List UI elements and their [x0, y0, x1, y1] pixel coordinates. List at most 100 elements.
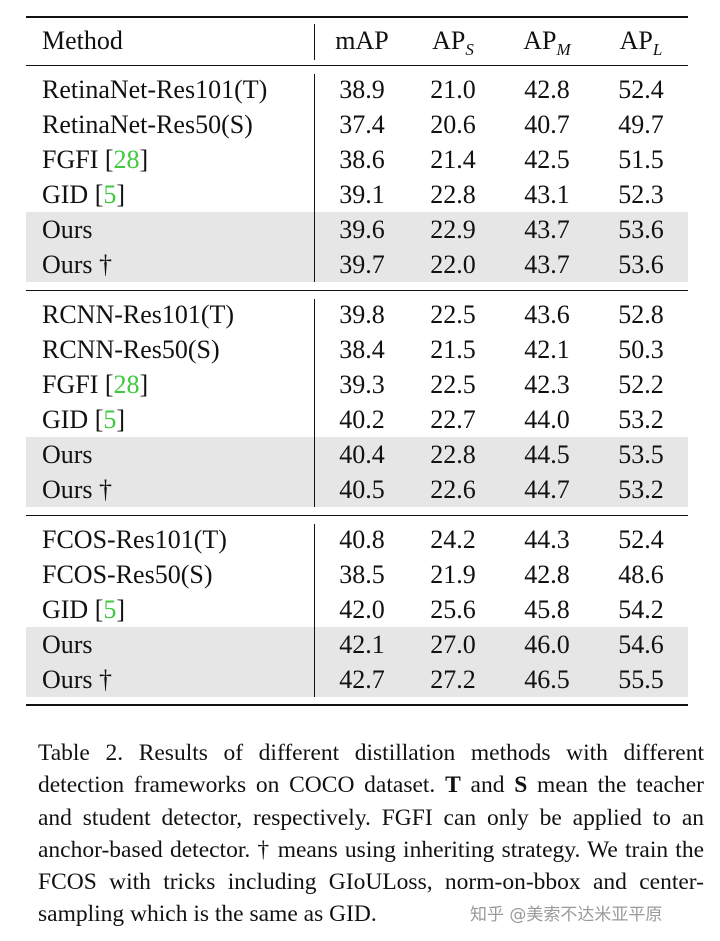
method-cell: RCNN-Res101(T) [42, 300, 235, 329]
watermark: 知乎 @美索不达米亚平原 [470, 905, 663, 925]
table-row: RetinaNet-Res101(T) 38.9 21.0 42.8 52.4 [26, 72, 688, 107]
ap-l-cell: 50.3 [618, 335, 664, 364]
method-cell: Ours [42, 630, 93, 659]
ap-m-cell: 44.5 [524, 440, 570, 469]
column-separator [314, 524, 315, 697]
ap-s-cell: 21.9 [430, 560, 476, 589]
map-cell: 39.3 [339, 370, 385, 399]
ap-s-cell: 21.4 [430, 145, 476, 174]
table-row: RCNN-Res50(S) 38.4 21.5 42.1 50.3 [26, 332, 688, 367]
ap-m-cell: 43.7 [524, 250, 570, 279]
method-cell: RetinaNet-Res50(S) [42, 110, 253, 139]
ap-l-cell: 49.7 [618, 110, 664, 139]
citation-link[interactable]: 5 [103, 595, 117, 624]
ap-m-cell: 44.7 [524, 475, 570, 504]
ap-m-cell: 45.8 [524, 595, 570, 624]
table-row: FGFI [28] 39.3 22.5 42.3 52.2 [26, 367, 688, 402]
table-header-row: Method mAP APS APM APL [26, 23, 688, 58]
ap-m-cell: 42.1 [524, 335, 570, 364]
group-separator-rule [26, 515, 688, 516]
table-row: Ours † 39.7 22.0 43.7 53.6 [26, 247, 688, 282]
map-cell: 42.0 [339, 595, 385, 624]
ap-l-cell: 52.3 [618, 180, 664, 209]
method-cell: GID [5] [42, 180, 126, 209]
method-cell: Ours † [42, 250, 113, 279]
map-cell: 40.4 [339, 440, 385, 469]
ap-s-cell: 22.9 [430, 215, 476, 244]
ap-s-cell: 22.8 [430, 440, 476, 469]
ap-s-cell: 22.7 [430, 405, 476, 434]
ap-m-cell: 40.7 [524, 110, 570, 139]
method-cell: Ours [42, 215, 93, 244]
table-row: FGFI [28] 38.6 21.4 42.5 51.5 [26, 142, 688, 177]
highlight-row-background [26, 472, 688, 507]
map-cell: 40.2 [339, 405, 385, 434]
ap-s-cell: 27.0 [430, 630, 476, 659]
column-separator [314, 74, 315, 282]
method-cell: FCOS-Res50(S) [42, 560, 213, 589]
ap-m-cell: 43.6 [524, 300, 570, 329]
map-cell: 40.5 [339, 475, 385, 504]
ap-s-cell: 27.2 [430, 665, 476, 694]
table-row: GID [5] 39.1 22.8 43.1 52.3 [26, 177, 688, 212]
header-ap-s: APS [432, 26, 474, 59]
ap-l-cell: 53.6 [618, 250, 664, 279]
ap-m-cell: 44.0 [524, 405, 570, 434]
map-cell: 38.6 [339, 145, 385, 174]
ap-m-cell: 42.8 [524, 75, 570, 104]
citation-link[interactable]: 28 [113, 145, 140, 174]
table-bottom-rule [26, 704, 688, 706]
method-cell: Ours † [42, 475, 113, 504]
ap-s-cell: 22.0 [430, 250, 476, 279]
method-cell: GID [5] [42, 595, 126, 624]
map-cell: 38.5 [339, 560, 385, 589]
method-cell: Ours † [42, 665, 113, 694]
table-row: Ours 39.6 22.9 43.7 53.6 [26, 212, 688, 247]
citation-link[interactable]: 5 [103, 405, 117, 434]
map-cell: 39.6 [339, 215, 385, 244]
map-cell: 38.4 [339, 335, 385, 364]
column-separator-header [314, 24, 315, 60]
header-map: mAP [335, 26, 389, 55]
ap-l-cell: 52.2 [618, 370, 664, 399]
map-cell: 42.7 [339, 665, 385, 694]
table-row: FCOS-Res50(S) 38.5 21.9 42.8 48.6 [26, 557, 688, 592]
ap-s-cell: 22.8 [430, 180, 476, 209]
ap-l-cell: 53.2 [618, 475, 664, 504]
citation-link[interactable]: 5 [103, 180, 117, 209]
ap-l-cell: 54.6 [618, 630, 664, 659]
map-cell: 40.8 [339, 525, 385, 554]
highlight-row-background [26, 437, 688, 472]
ap-m-cell: 46.0 [524, 630, 570, 659]
table-row: Ours 40.4 22.8 44.5 53.5 [26, 437, 688, 472]
header-rule [26, 65, 688, 66]
method-cell: Ours [42, 440, 93, 469]
ap-l-cell: 53.6 [618, 215, 664, 244]
highlight-row-background [26, 212, 688, 247]
header-method: Method [42, 26, 123, 55]
ap-s-cell: 22.5 [430, 300, 476, 329]
group-separator-rule [26, 290, 688, 291]
map-cell: 38.9 [339, 75, 385, 104]
method-cell: RCNN-Res50(S) [42, 335, 220, 364]
header-ap-l: APL [619, 26, 663, 59]
ap-s-cell: 22.6 [430, 475, 476, 504]
method-cell: RetinaNet-Res101(T) [42, 75, 268, 104]
ap-l-cell: 52.4 [618, 75, 664, 104]
ap-l-cell: 48.6 [618, 560, 664, 589]
table-caption: Table 2. Results of different distillati… [38, 740, 704, 928]
map-cell: 39.1 [339, 180, 385, 209]
citation-link[interactable]: 28 [113, 370, 140, 399]
method-cell: GID [5] [42, 405, 126, 434]
ap-l-cell: 52.4 [618, 525, 664, 554]
map-cell: 39.7 [339, 250, 385, 279]
ap-l-cell: 52.8 [618, 300, 664, 329]
ap-l-cell: 53.5 [618, 440, 664, 469]
column-separator [314, 299, 315, 507]
highlight-row-background [26, 627, 688, 662]
highlight-row-background [26, 247, 688, 282]
ap-l-cell: 53.2 [618, 405, 664, 434]
ap-m-cell: 42.5 [524, 145, 570, 174]
ap-m-cell: 42.3 [524, 370, 570, 399]
table-row: RetinaNet-Res50(S) 37.4 20.6 40.7 49.7 [26, 107, 688, 142]
